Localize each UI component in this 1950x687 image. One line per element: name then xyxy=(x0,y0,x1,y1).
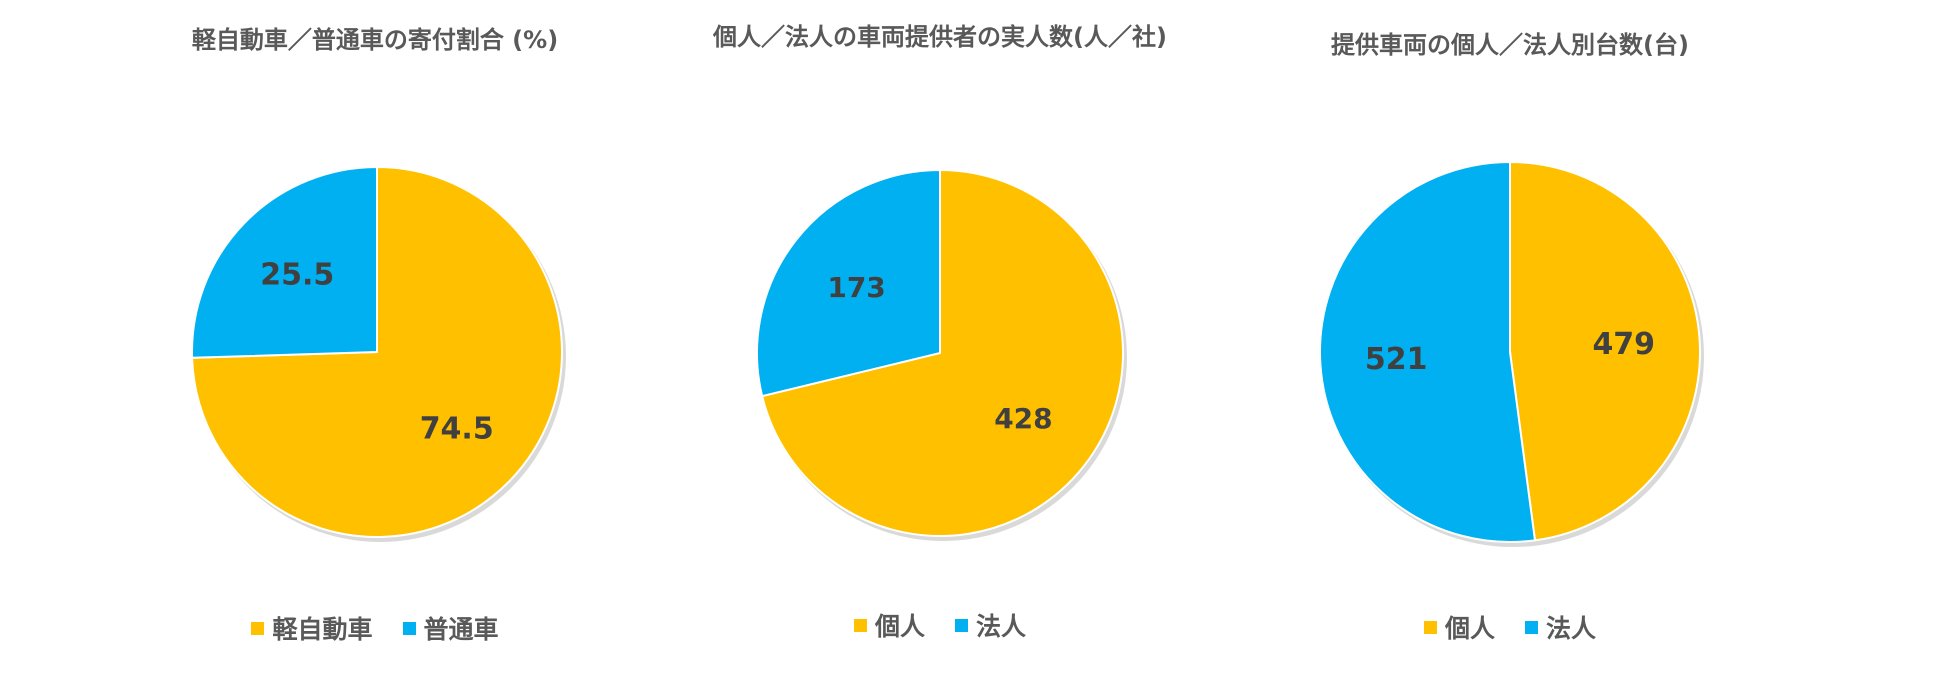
data-label-1: 521 xyxy=(1365,342,1428,377)
chart-title: 提供車両の個人／法人別台数(台) xyxy=(1331,31,1689,59)
legend-item-individual: 個人 xyxy=(1423,609,1495,645)
legend-item-kei: 軽自動車 xyxy=(251,610,373,646)
pie-slice-1 xyxy=(756,168,941,398)
legend-label-kei: 軽自動車 xyxy=(272,615,373,644)
legend-label-individual: 個人 xyxy=(874,612,925,641)
legend-label-corporate: 法人 xyxy=(976,612,1027,641)
legend-label-regular: 普通車 xyxy=(423,615,499,644)
pie-chart-vehicles: 479 521 xyxy=(1319,160,1704,547)
chart-legend: 軽自動車 普通車 xyxy=(50,610,700,646)
legend-swatch-kei xyxy=(251,621,265,635)
chart-title: 軽自動車／普通車の寄付割合 (%) xyxy=(191,26,559,54)
data-label-0: 428 xyxy=(994,402,1052,435)
data-label-0: 479 xyxy=(1592,327,1655,362)
pie-panel-donors: 個人／法人の車両提供者の実人数(人／社) 428 173 個人 法人 xyxy=(615,0,1265,687)
pie-slice-0 xyxy=(760,168,1124,537)
pie-panel-vehicles: 提供車両の個人／法人別台数(台) 479 521 個人 法人 xyxy=(1185,0,1835,687)
pie-chart-car-type: 74.5 25.5 xyxy=(191,165,566,542)
legend-item-corporate: 法人 xyxy=(955,607,1026,643)
legend-item-individual: 個人 xyxy=(853,607,925,643)
data-label-1: 173 xyxy=(827,271,885,304)
pie-panel-car-type: 軽自動車／普通車の寄付割合 (%) 74.5 25.5 軽自動車 普通車 xyxy=(50,0,700,687)
pie-slice-1 xyxy=(1319,160,1537,543)
legend-label-individual: 個人 xyxy=(1444,614,1495,643)
chart-title: 個人／法人の車両提供者の実人数(人／社) xyxy=(713,23,1167,51)
legend-swatch-corporate xyxy=(955,618,968,632)
chart-legend: 個人 法人 xyxy=(615,607,1265,643)
legend-swatch-corporate xyxy=(1525,620,1538,634)
legend-swatch-individual xyxy=(853,618,867,632)
pie-chart-donors: 428 173 xyxy=(756,168,1127,541)
chart-legend: 個人 法人 xyxy=(1185,609,1835,645)
pie-slice-0 xyxy=(1509,160,1701,542)
legend-swatch-individual xyxy=(1423,620,1437,634)
data-label-0: 74.5 xyxy=(420,412,494,447)
data-label-1: 25.5 xyxy=(260,257,334,292)
legend-swatch-regular xyxy=(402,621,416,635)
pie-slice-1 xyxy=(191,165,378,359)
legend-item-corporate: 法人 xyxy=(1525,609,1596,645)
legend-label-corporate: 法人 xyxy=(1546,614,1597,643)
legend-item-regular: 普通車 xyxy=(402,610,499,646)
